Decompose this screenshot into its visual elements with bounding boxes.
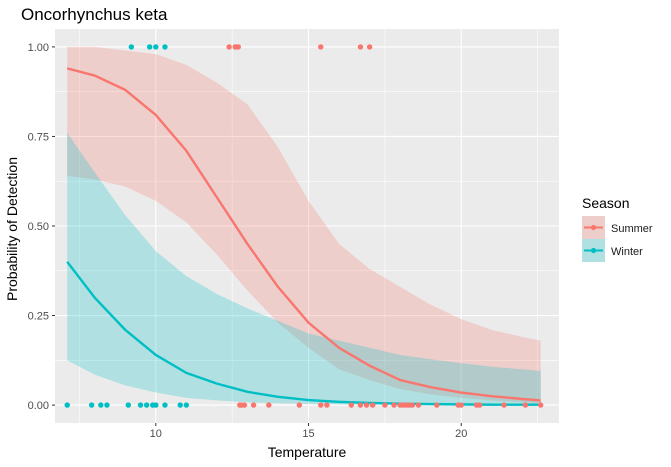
point-winter (153, 402, 159, 408)
point-summer (318, 44, 324, 50)
point-winter (177, 402, 183, 408)
x-tick-label: 15 (302, 428, 314, 440)
point-summer (235, 44, 241, 50)
y-axis-ticks: 0.00 0.25 0.50 0.75 1.00 (28, 42, 55, 412)
point-winter (183, 402, 190, 408)
legend-item-summer: Summer (582, 216, 653, 239)
point-summer (501, 402, 507, 408)
point-winter (153, 44, 159, 50)
point-summer (296, 402, 303, 408)
point-summer (266, 402, 272, 408)
legend-label-winter: Winter (611, 246, 643, 258)
point-summer (522, 402, 529, 408)
point-summer (434, 402, 440, 408)
legend-item-winter: Winter (582, 239, 643, 262)
ribbon-winter (67, 132, 541, 406)
point-winter (137, 402, 144, 408)
y-tick-label: 0.75 (28, 131, 49, 143)
legend-title: Season (582, 195, 629, 211)
point-winter (125, 402, 132, 408)
point-winter (98, 402, 104, 408)
y-tick-label: 0.50 (28, 221, 49, 233)
ribbon-summer (67, 46, 541, 403)
point-summer (226, 44, 232, 50)
point-summer (415, 402, 422, 408)
point-summer (391, 402, 397, 408)
y-axis-label: Probability of Detection (4, 157, 20, 301)
y-tick-label: 0.25 (28, 311, 49, 323)
confidence-ribbons (67, 46, 541, 406)
point-winter (143, 402, 150, 408)
legend-key-point (590, 247, 597, 254)
point-winter (162, 44, 168, 50)
point-summer (382, 402, 388, 408)
point-winter (64, 402, 70, 408)
point-winter (146, 44, 153, 50)
y-tick-label: 0.00 (28, 400, 49, 412)
point-summer (318, 402, 324, 408)
point-summer (250, 402, 257, 408)
y-tick-label: 1.00 (28, 42, 49, 54)
curve-winter (66, 261, 541, 406)
x-axis-label: Temperature (268, 444, 347, 460)
point-summer (357, 402, 364, 408)
point-summer (324, 402, 330, 408)
point-winter (128, 44, 135, 50)
point-summer (409, 402, 416, 408)
point-summer (369, 402, 376, 408)
chart-title: Oncorhynchus keta (21, 5, 168, 24)
x-tick-label: 20 (455, 428, 467, 440)
point-winter (88, 402, 95, 408)
x-tick-label: 10 (150, 428, 162, 440)
point-summer (357, 44, 364, 50)
point-summer (241, 402, 248, 408)
point-summer (348, 402, 354, 408)
legend-label-summer: Summer (611, 223, 653, 235)
point-summer (363, 402, 370, 408)
x-axis-ticks: 10 15 20 (150, 423, 467, 440)
fitted-curves (66, 67, 541, 406)
point-summer (476, 402, 483, 408)
observed-points (64, 44, 544, 408)
point-winter (104, 402, 110, 408)
legend-key-point (590, 224, 597, 231)
point-summer (458, 402, 464, 408)
point-winter (162, 402, 168, 408)
curve-summer (66, 67, 541, 402)
point-summer (366, 44, 373, 50)
legend: Season Summer Winter (582, 195, 653, 262)
point-summer (537, 402, 544, 408)
